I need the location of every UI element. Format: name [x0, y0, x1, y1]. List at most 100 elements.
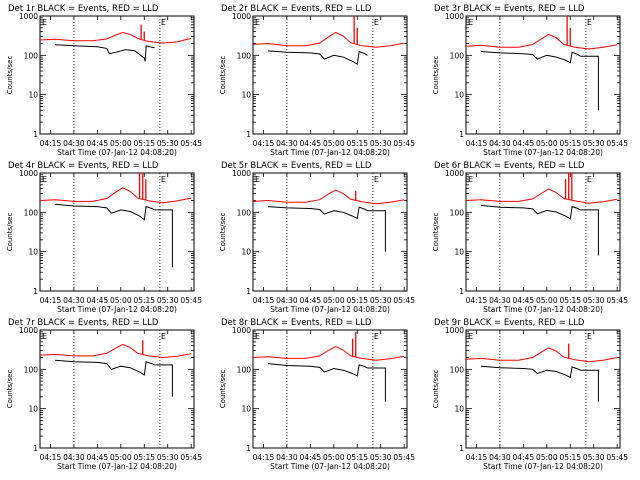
panel-8-series-events [268, 363, 368, 377]
panel-8-title: Det 8r BLACK = Events, RED = LLD [221, 318, 372, 328]
panel-7-xlabel: Start Time (07-Jan-12 04:08:20) [57, 462, 177, 471]
panel-6-events-dip [580, 209, 599, 256]
panel-1-title: Det 1r BLACK = Events, RED = LLD [8, 4, 159, 14]
panel-5-series-events [268, 206, 368, 220]
panel-9-xlabel: Start Time (07-Jan-12 04:08:20) [483, 462, 603, 471]
panel-5-xtick-label: 05:15 [346, 296, 368, 305]
panel-8-ylabel: Counts/sec [219, 370, 227, 409]
panel-5-marker-left: E [255, 175, 260, 184]
panel-grid: Det 1r BLACK = Events, RED = LLD11010010… [6, 4, 628, 471]
panel-1-series-lld [40, 31, 192, 44]
panel-1-xtick-label: 04:30 [63, 139, 85, 148]
panel-7-title: Det 7r BLACK = Events, RED = LLD [8, 318, 159, 328]
panel-2-xtick-label: 04:15 [253, 139, 275, 148]
panel-6-series-lld [466, 188, 618, 204]
panel-7-xtick-label: 05:00 [110, 453, 132, 462]
panel-3-ylabel: Counts/sec [432, 56, 440, 95]
panel-3-ytick-label: 1000 [445, 12, 464, 21]
panel-3-events-dip [580, 55, 599, 111]
panel-7-ytick-label: 100 [24, 365, 39, 374]
panel-6-series-events [481, 204, 581, 220]
panel-3-xtick-label: 04:15 [466, 139, 488, 148]
panel-8-ytick-label: 100 [237, 365, 252, 374]
panel-2-ytick-label: 1000 [232, 12, 251, 21]
panel-4-title: Det 4r BLACK = Events, RED = LLD [8, 161, 159, 171]
panel-3-xtick-label: 05:30 [583, 139, 605, 148]
panel-7-xtick-label: 04:45 [87, 453, 109, 462]
panel-8: Det 8r BLACK = Events, RED = LLD 1 10 100 10… [219, 318, 415, 471]
panel-8-events-dip [367, 367, 386, 402]
panel-4-frame [39, 172, 195, 292]
panel-7-xtick-label: 04:15 [40, 453, 62, 462]
panel-6-ytick-label: 1000 [445, 169, 464, 178]
panel-5-series-lld [253, 189, 405, 205]
panel-9: Det 9r BLACK = Events, RED = LLD 1 10 100 10… [432, 318, 628, 471]
panel-4-xlabel: Start Time (07-Jan-12 04:08:20) [57, 305, 177, 314]
panel-9-events-dip [580, 369, 599, 402]
panel-9-xtick-label: 05:45 [606, 453, 628, 462]
panel-9-title: Det 9r BLACK = Events, RED = LLD [434, 318, 585, 328]
panel-8-xtick-label: 05:30 [370, 453, 392, 462]
panel-6-marker-left: E [468, 175, 473, 184]
panel-8-marker-left: E [255, 332, 260, 341]
panel-7-series-events [55, 359, 155, 376]
panel-3-marker-left: E [468, 18, 473, 27]
panel-3-xtick-label: 04:30 [489, 139, 511, 148]
panel-1-xtick-label: 05:45 [180, 139, 202, 148]
panel-4-marker-left: E [42, 175, 47, 184]
panel-6-title: Det 6r BLACK = Events, RED = LLD [434, 161, 585, 171]
panel-3-series-lld [466, 33, 618, 50]
panel-9-frame [465, 329, 621, 449]
panel-4-xtick-label: 04:30 [63, 296, 85, 305]
panel-1-ytick-label: 1 [33, 130, 38, 139]
panel-9-xtick-label: 04:15 [466, 453, 488, 462]
panel-3-ytick-label: 100 [450, 51, 465, 60]
panel-2-xtick-label: 05:00 [323, 139, 345, 148]
panel-5-xtick-label: 05:45 [393, 296, 415, 305]
panel-4-ylabel: Counts/sec [6, 213, 14, 252]
panel-2: Det 2r BLACK = Events, RED = LLD 1 10 100 10… [219, 4, 415, 157]
panel-1: Det 1r BLACK = Events, RED = LLD 1 10 100 10… [6, 4, 202, 157]
panel-9-ytick-label: 1000 [445, 326, 464, 335]
panel-2-xtick-label: 04:45 [300, 139, 322, 148]
panel-8-ytick-label: 10 [241, 405, 251, 414]
panel-2-xlabel: Start Time (07-Jan-12 04:08:20) [270, 148, 390, 157]
panel-6: Det 6r BLACK = Events, RED = LLD 1 10 100 10… [432, 161, 628, 314]
panel-9-xtick-label: 05:00 [536, 453, 558, 462]
panel-2-marker-right: E [374, 18, 379, 27]
panel-8-xtick-label: 05:00 [323, 453, 345, 462]
panel-9-ylabel: Counts/sec [432, 370, 440, 409]
panel-6-xtick-label: 05:15 [559, 296, 581, 305]
panel-4-xtick-label: 05:00 [110, 296, 132, 305]
panel-4-xtick-label: 05:15 [133, 296, 155, 305]
panel-7-ytick-label: 1 [33, 444, 38, 453]
panel-5-ytick-label: 1 [246, 287, 251, 296]
panel-3-xlabel: Start Time (07-Jan-12 04:08:20) [483, 148, 603, 157]
panel-2-marker-left: E [255, 18, 260, 27]
panel-3: Det 3r BLACK = Events, RED = LLD 1 10 100 10… [432, 4, 628, 157]
panel-5-xtick-label: 04:45 [300, 296, 322, 305]
panel-1-ytick-label: 100 [24, 51, 39, 60]
panel-2-ytick-label: 10 [241, 91, 251, 100]
panel-4-xtick-label: 05:45 [180, 296, 202, 305]
panel-6-xtick-label: 04:30 [489, 296, 511, 305]
panel-8-marker-right: E [374, 332, 379, 341]
panel-7: Det 7r BLACK = Events, RED = LLD 1 10 100 10… [6, 318, 202, 471]
panel-7-xtick-label: 04:30 [63, 453, 85, 462]
panel-9-ytick-label: 100 [450, 365, 465, 374]
panel-1-xtick-label: 04:45 [87, 139, 109, 148]
panel-7-xtick-label: 05:45 [180, 453, 202, 462]
panel-4-xtick-label: 05:30 [157, 296, 179, 305]
panel-7-ylabel: Counts/sec [6, 370, 14, 409]
panel-3-title: Det 3r BLACK = Events, RED = LLD [434, 4, 585, 14]
panel-8-xtick-label: 05:15 [346, 453, 368, 462]
panel-9-series-lld [466, 347, 618, 363]
panel-2-frame [252, 15, 408, 135]
panel-4-marker-right: E [161, 175, 166, 184]
panel-9-xtick-label: 04:45 [513, 453, 535, 462]
panel-8-xtick-label: 04:30 [276, 453, 298, 462]
panel-6-ytick-label: 10 [454, 248, 464, 257]
panel-1-frame [39, 15, 195, 135]
